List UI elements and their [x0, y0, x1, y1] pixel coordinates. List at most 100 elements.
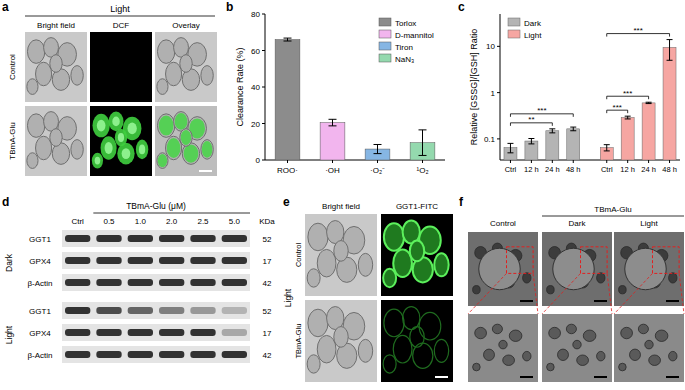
- blot-band: [128, 257, 153, 264]
- micrograph: [155, 32, 217, 102]
- x-tick: [573, 160, 574, 163]
- x-tick-label: Ctrl: [505, 165, 517, 174]
- error-cap: [507, 143, 513, 144]
- y-axis: [500, 14, 501, 160]
- cell: [27, 114, 44, 138]
- organelle: [566, 324, 576, 334]
- cell-signal: [97, 120, 106, 132]
- sig-label: ***: [623, 89, 632, 98]
- organelle: [499, 340, 507, 349]
- y-tick: [262, 14, 265, 15]
- plot-area: [504, 40, 676, 160]
- error-bar: [625, 116, 631, 119]
- zoom-line: [607, 273, 612, 314]
- cell: [71, 140, 83, 160]
- y-tick-label: 1: [491, 89, 496, 98]
- error-bar: [374, 144, 382, 153]
- bar: [546, 131, 559, 160]
- blot-band: [222, 329, 247, 336]
- error-cap: [528, 143, 534, 144]
- blot-band: [222, 351, 247, 358]
- organelle: [649, 355, 661, 365]
- row-label: GGT1: [29, 307, 51, 316]
- cell-signal: [112, 117, 119, 127]
- cell: [358, 253, 372, 276]
- cell: [201, 140, 213, 160]
- sig-label: ***: [613, 103, 622, 112]
- image-bg: [468, 314, 538, 382]
- legend-swatch: [508, 18, 520, 26]
- lane-label: 1.0: [135, 217, 147, 226]
- cell-signal: [118, 133, 124, 142]
- cell: [317, 249, 336, 277]
- x-tick-label: ¹O₂: [417, 166, 429, 175]
- error-cap: [667, 39, 673, 40]
- error-cap: [604, 150, 610, 151]
- column-header: Bright field: [322, 202, 360, 211]
- cell: [36, 136, 52, 160]
- image-bg: [614, 314, 684, 382]
- kda-label: 17: [263, 257, 272, 266]
- blot-band: [128, 307, 153, 314]
- x-tick-label: 24 h: [641, 165, 656, 174]
- row-label: β-Actin: [27, 279, 52, 288]
- lane-label: 5.0: [229, 217, 241, 226]
- micrograph: [542, 314, 612, 382]
- cell-signal: [92, 114, 109, 138]
- blot-band: [65, 329, 90, 336]
- error-line: [377, 144, 378, 153]
- error-cap: [329, 119, 337, 120]
- blot-band: [159, 329, 184, 336]
- image-bg: [90, 106, 152, 176]
- organelle: [547, 286, 555, 294]
- micrograph: [381, 300, 453, 382]
- cell: [308, 309, 328, 337]
- legend-label: D-mannitol: [395, 31, 434, 40]
- blot-band: [159, 351, 184, 358]
- blot-band: [96, 351, 121, 358]
- bar: [642, 103, 655, 160]
- row-label: β-Actin: [27, 351, 52, 360]
- organelle: [549, 327, 561, 338]
- organelle: [473, 286, 481, 294]
- cell-signal: [383, 269, 396, 287]
- blot-band: [190, 351, 215, 358]
- cell-signal: [434, 339, 448, 362]
- blot-band: [65, 307, 90, 314]
- x-tick-label: ·O₂⁻: [370, 166, 385, 175]
- cell: [36, 62, 52, 86]
- cell-signal: [419, 312, 441, 340]
- legend-label: Light: [524, 31, 542, 40]
- image-bg: [468, 232, 538, 306]
- cell: [334, 241, 348, 262]
- cell: [358, 339, 372, 362]
- y-axis-label: Relative [GSSG]/[GSH] Ratio: [469, 29, 479, 146]
- header-line: [25, 16, 215, 17]
- legend-swatch: [379, 18, 391, 26]
- cell-signal: [109, 112, 124, 132]
- panel-letter: e: [283, 195, 290, 209]
- micrograph: [305, 214, 377, 296]
- blot-band: [222, 307, 247, 314]
- zoom-box: [653, 247, 680, 274]
- organelle: [475, 327, 487, 338]
- header: Light: [110, 4, 130, 14]
- blot-band: [96, 279, 121, 286]
- legend-label: Tiron: [395, 43, 413, 52]
- cell-signal: [136, 140, 148, 160]
- blot-band: [96, 235, 121, 242]
- organelle: [669, 351, 677, 361]
- x-tick: [606, 160, 607, 163]
- lane-label: 2.5: [197, 217, 209, 226]
- cell-signal: [95, 157, 101, 165]
- bar: [275, 40, 300, 160]
- image-bg: [155, 32, 217, 102]
- y-axis-label: Clearance Rate (%): [235, 47, 245, 126]
- error-cap: [625, 116, 631, 117]
- error-line: [510, 143, 511, 152]
- row-label: Control: [294, 243, 303, 268]
- error-cap: [646, 102, 652, 103]
- image-bg: [25, 32, 87, 102]
- x-tick: [552, 160, 553, 163]
- cell-signal: [181, 130, 192, 145]
